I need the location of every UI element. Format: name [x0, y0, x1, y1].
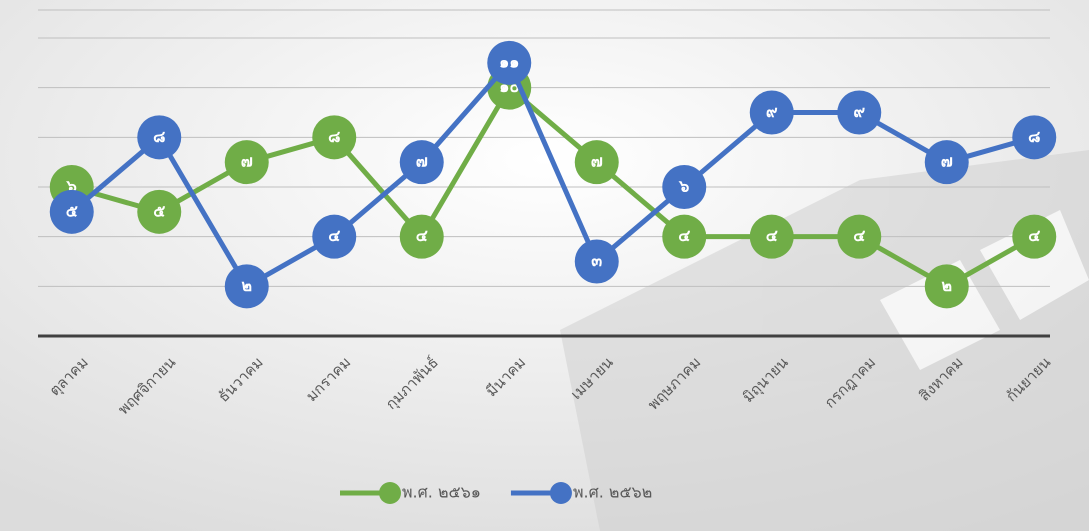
legend-label: พ.ศ. ๒๕๖๒	[573, 483, 652, 502]
legend-marker	[549, 482, 572, 504]
data-label: ๙	[766, 102, 778, 121]
data-label: ๒	[241, 276, 252, 295]
data-point	[924, 264, 969, 309]
data-point	[924, 140, 969, 185]
legend-marker	[379, 482, 401, 504]
data-label: ๔	[678, 226, 690, 245]
legend: พ.ศ. ๒๕๖๑ พ.ศ. ๒๕๖๒	[340, 482, 652, 504]
data-point	[49, 189, 94, 234]
data-point	[399, 140, 444, 185]
data-point	[662, 165, 707, 209]
data-label: ๒	[941, 276, 952, 295]
data-label: ๘	[153, 127, 165, 146]
data-label: ๔	[416, 226, 428, 245]
data-point	[224, 140, 269, 185]
data-point	[399, 214, 444, 259]
data-label: ๗	[241, 152, 253, 171]
data-point	[837, 214, 882, 259]
data-label: ๕	[153, 201, 165, 220]
data-label: ๔	[766, 226, 778, 245]
data-point	[1012, 214, 1057, 259]
data-label: ๔	[1028, 226, 1040, 245]
data-point	[137, 189, 182, 234]
data-point	[312, 115, 357, 160]
watermark	[560, 150, 1089, 531]
data-label: ๖	[66, 177, 77, 196]
data-label: ๕	[66, 201, 78, 220]
data-label: ๑๑	[499, 52, 519, 71]
plot: ๖๕๗๘๔๑๐๗๔๔๔๒๔๕๘๒๔๗๑๑๓๖๙ ๙๗๘	[49, 40, 1057, 309]
data-point	[312, 214, 357, 259]
data-point	[574, 239, 619, 284]
data-label: ๘	[1028, 127, 1040, 146]
data-point	[662, 214, 707, 259]
data-point	[837, 90, 882, 135]
data-point	[137, 115, 182, 160]
data-label: ๙	[853, 102, 865, 121]
data-point	[224, 264, 269, 309]
data-label: ๔	[853, 226, 865, 245]
legend-label: พ.ศ. ๒๕๖๑	[402, 483, 481, 502]
data-point	[749, 214, 794, 259]
data-label: ๖	[678, 177, 689, 196]
data-point	[749, 90, 794, 135]
data-point	[574, 140, 619, 185]
data-label: ๗	[591, 152, 603, 171]
data-label: ๘	[328, 127, 340, 146]
data-point	[1012, 115, 1057, 160]
data-point	[487, 40, 532, 85]
data-label: ๓	[591, 251, 602, 270]
data-label: ๗	[941, 152, 953, 171]
data-label: ๔	[328, 226, 340, 245]
data-label: ๗	[416, 152, 428, 171]
